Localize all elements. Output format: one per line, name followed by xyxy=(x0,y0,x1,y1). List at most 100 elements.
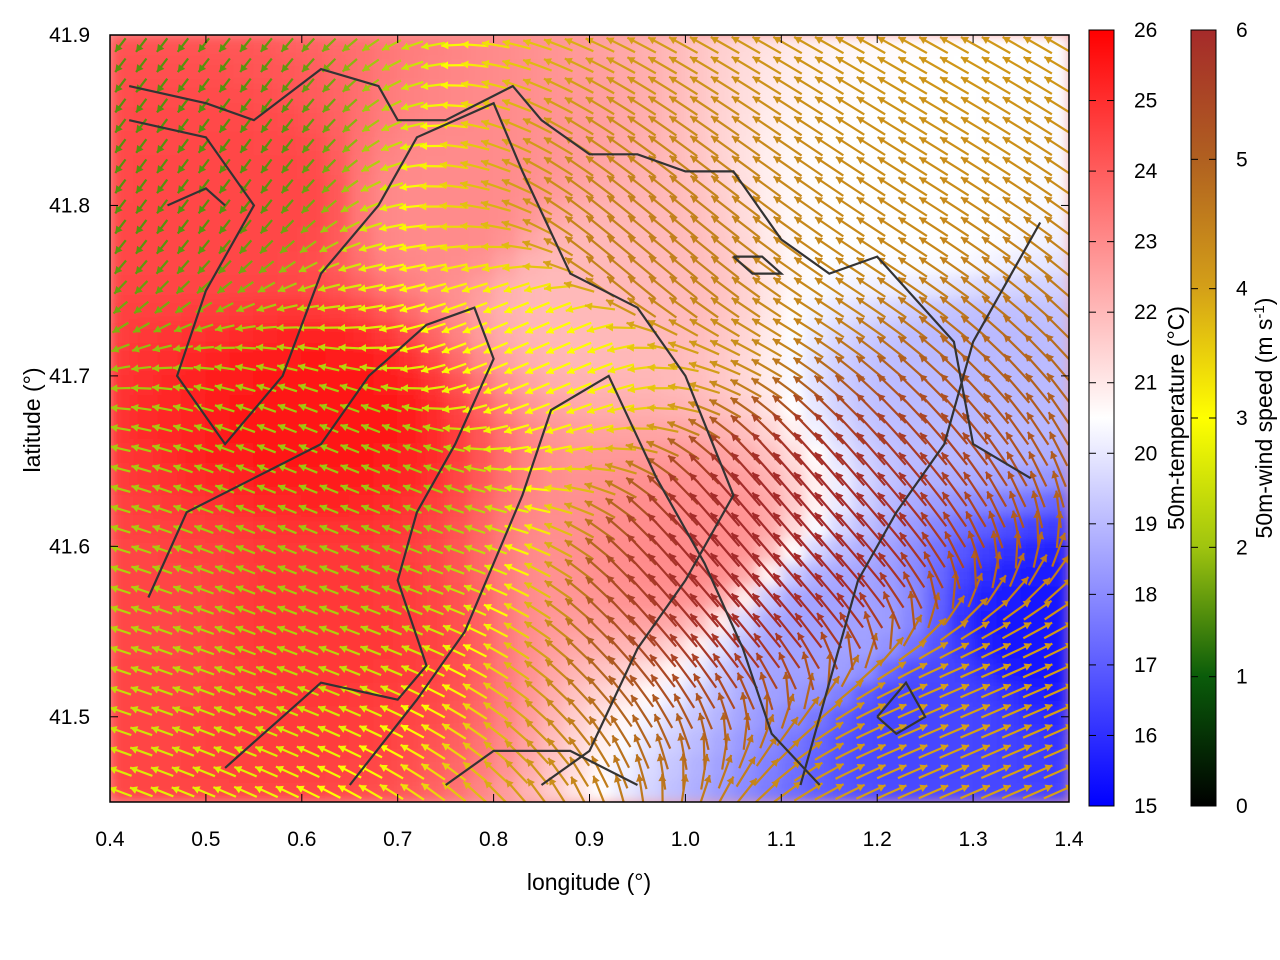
temperature-cell xyxy=(517,633,543,659)
temperature-cell xyxy=(253,322,279,348)
temperature-cell xyxy=(541,441,567,467)
temperature-cell xyxy=(325,130,351,156)
temperature-cell xyxy=(181,777,207,802)
temperature-cell xyxy=(301,202,327,228)
temperature-cell xyxy=(541,298,567,324)
temperature-cell xyxy=(684,130,710,156)
temperature-cell xyxy=(684,58,710,84)
temperature-cell xyxy=(636,418,662,443)
temperature-cell xyxy=(253,489,279,515)
temperature-cell xyxy=(349,35,375,60)
temperature-cell xyxy=(110,489,135,515)
temperature-cell xyxy=(517,705,543,731)
temperature-cell xyxy=(397,35,423,60)
temperature-cell xyxy=(493,633,519,659)
temperature-cell xyxy=(253,561,279,587)
temperature-cell xyxy=(493,441,519,467)
temperature-cell xyxy=(589,394,614,419)
temperature-cell xyxy=(445,777,471,802)
temperature-cell xyxy=(277,226,303,252)
temperature-cell xyxy=(636,370,662,396)
temperature-cell xyxy=(469,130,495,156)
temperature-cell xyxy=(325,322,351,348)
temperature-cell xyxy=(397,394,423,419)
temperature-cell xyxy=(277,106,303,132)
temperature-cell xyxy=(612,441,638,467)
temperature-cell xyxy=(277,370,303,396)
temperature-cell xyxy=(205,681,231,707)
temperature-cell xyxy=(684,585,710,611)
temperature-cell xyxy=(469,58,495,84)
temperature-cell xyxy=(780,154,806,180)
temperature-cell xyxy=(948,657,974,683)
temperature-cell xyxy=(1020,274,1046,300)
temperature-cell xyxy=(708,729,734,755)
temperature-cell xyxy=(756,753,782,779)
temperature-cell xyxy=(349,106,375,132)
temperature-cell xyxy=(517,753,543,779)
temperature-cell xyxy=(900,370,926,396)
temperature-cell xyxy=(277,154,303,180)
temperature-cell xyxy=(397,370,423,396)
temperature-cell xyxy=(493,394,519,419)
temperature-cell xyxy=(301,370,327,396)
temperature-cell xyxy=(397,537,423,563)
temperature-cell xyxy=(110,35,135,60)
temperature-cell xyxy=(684,705,710,731)
temperature-cell xyxy=(205,633,231,659)
temperature-cell xyxy=(253,58,279,84)
temperature-cell xyxy=(493,298,519,324)
temperature-cell xyxy=(421,58,447,84)
temperature-cell xyxy=(181,418,207,443)
temperature-cell xyxy=(636,298,662,324)
temperature-cell xyxy=(133,681,159,707)
temperature-cell xyxy=(110,154,135,180)
temperature-cell xyxy=(445,35,471,60)
temperature-cell xyxy=(325,753,351,779)
temperature-cell xyxy=(205,561,231,587)
temperature-cell xyxy=(349,250,375,276)
temperature-cell xyxy=(421,489,447,515)
temperature-cell xyxy=(181,681,207,707)
temperature-cell xyxy=(397,178,423,204)
temperature-cell xyxy=(421,178,447,204)
temperature-cell xyxy=(660,370,686,396)
temperature-cell xyxy=(181,441,207,467)
temperature-cell xyxy=(277,561,303,587)
temperature-cell xyxy=(205,35,231,60)
temperature-cell xyxy=(972,370,998,396)
temperature-cell xyxy=(110,370,135,396)
temperature-cell xyxy=(541,537,567,563)
temperature-cell xyxy=(469,441,495,467)
temperature-cell xyxy=(565,346,590,372)
temperature-cell xyxy=(684,202,710,228)
temperature-cell xyxy=(181,513,207,539)
temperature-cell xyxy=(660,250,686,276)
temperature-cell xyxy=(205,370,231,396)
temperature-cell xyxy=(277,753,303,779)
temperature-cell xyxy=(205,226,231,252)
temperature-cell xyxy=(181,561,207,587)
temperature-cell xyxy=(110,250,135,276)
temperature-cell xyxy=(732,250,758,276)
temperature-cell xyxy=(780,274,806,300)
temperature-cell xyxy=(493,250,519,276)
temperature-cell xyxy=(373,58,399,84)
temperature-cell xyxy=(541,657,567,683)
temperature-cell xyxy=(996,322,1022,348)
temperature-cell xyxy=(110,178,135,204)
temperature-cell xyxy=(493,370,519,396)
temperature-cell xyxy=(253,418,279,443)
temperature-cell xyxy=(1020,346,1046,372)
temperature-cell xyxy=(181,633,207,659)
temperature-cell xyxy=(133,753,159,779)
temperature-cell xyxy=(804,633,830,659)
temperature-cell xyxy=(373,777,399,802)
temperature-cell xyxy=(469,35,495,60)
temperature-cell xyxy=(756,729,782,755)
temperature-cell xyxy=(493,753,519,779)
temperature-cell xyxy=(110,106,135,132)
temperature-cell xyxy=(1044,657,1069,683)
temperature-cell xyxy=(1044,729,1069,755)
